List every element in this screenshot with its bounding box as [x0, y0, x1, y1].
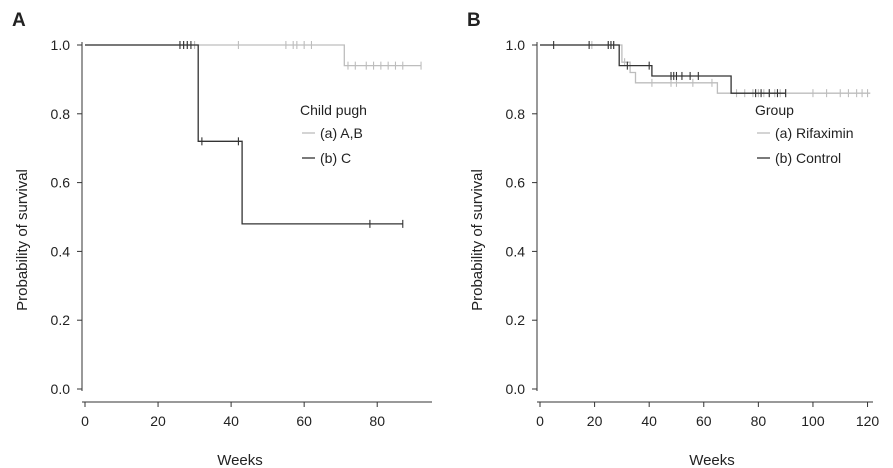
panel-a-letter: A — [12, 10, 26, 31]
panel-b-y-tick-label: 0.2 — [506, 312, 526, 328]
panel-b: B Weeks Probability of survival 0 20 40 60 8… — [467, 10, 879, 468]
panel-b-axes: 0 20 40 60 80 100 120 0.0 0.2 0.4 0.6 0.8 1.0 — [506, 37, 880, 429]
panel-b-y-tick-label: 0.8 — [506, 106, 526, 122]
panel-a-y-axis-title: Probability of survival — [14, 169, 31, 311]
panel-a-series-a-line — [85, 44, 421, 67]
panel-b-x-tick-label: 0 — [536, 413, 544, 429]
panel-b-x-tick-label: 40 — [641, 413, 657, 429]
panel-a-y-tick-label: 0.2 — [51, 312, 71, 328]
panel-a-x-axis-title: Weeks — [217, 452, 263, 468]
panel-b-y-tick-label: 0.0 — [506, 381, 526, 397]
panel-a-y-tick-label: 0.4 — [51, 243, 71, 259]
panel-b-legend: Group (a) Rifaximin (b) Control — [755, 102, 854, 166]
panel-b-y-tick-label: 0.4 — [506, 243, 526, 259]
panel-a-legend-label-a: (a) A,B — [320, 125, 363, 141]
panel-b-legend-label-b: (b) Control — [775, 150, 841, 166]
panel-b-legend-title: Group — [755, 102, 794, 118]
panel-b-legend-label-a: (a) Rifaximin — [775, 125, 854, 141]
panel-a-legend-label-b: (b) C — [320, 150, 351, 166]
panel-b-x-tick-label: 60 — [696, 413, 712, 429]
panel-a-y-tick-label: 1.0 — [51, 37, 71, 53]
panel-b-y-tick-label: 1.0 — [506, 37, 526, 53]
panel-a-y-tick-label: 0.0 — [51, 381, 71, 397]
panel-a-x-tick-label: 20 — [150, 413, 166, 429]
panel-b-letter: B — [467, 10, 481, 31]
panel-b-series — [540, 41, 871, 98]
panel-b-x-tick-label: 120 — [856, 413, 880, 429]
panel-a-y-tick-label: 0.6 — [51, 175, 71, 191]
panel-a-x-tick-label: 60 — [296, 413, 312, 429]
panel-a-legend-title: Child pugh — [300, 102, 367, 118]
panel-b-x-tick-label: 20 — [587, 413, 603, 429]
panel-a-x-tick-label: 80 — [369, 413, 385, 429]
panel-a-legend: Child pugh (a) A,B (b) C — [300, 102, 367, 166]
panel-a-series — [85, 41, 422, 228]
panel-a-x-tick-label: 40 — [223, 413, 239, 429]
panel-b-series-a-line — [540, 44, 871, 94]
panel-b-x-tick-label: 80 — [751, 413, 767, 429]
panel-a-x-tick-label: 0 — [81, 413, 89, 429]
panel-b-x-axis-title: Weeks — [689, 452, 735, 468]
panel-a: A Weeks Probability of survival 0 20 40 60 8… — [12, 10, 432, 468]
panel-b-y-axis-title: Probability of survival — [469, 169, 486, 311]
panel-b-y-tick-label: 0.6 — [506, 175, 526, 191]
panel-b-x-tick-label: 100 — [801, 413, 825, 429]
panel-a-series-b-line — [85, 44, 403, 225]
panel-a-y-tick-label: 0.8 — [51, 106, 71, 122]
panel-a-axes: 0 20 40 60 80 0.0 0.2 0.4 0.6 0.8 1.0 — [51, 37, 432, 429]
panel-b-series-b-line — [540, 44, 786, 94]
